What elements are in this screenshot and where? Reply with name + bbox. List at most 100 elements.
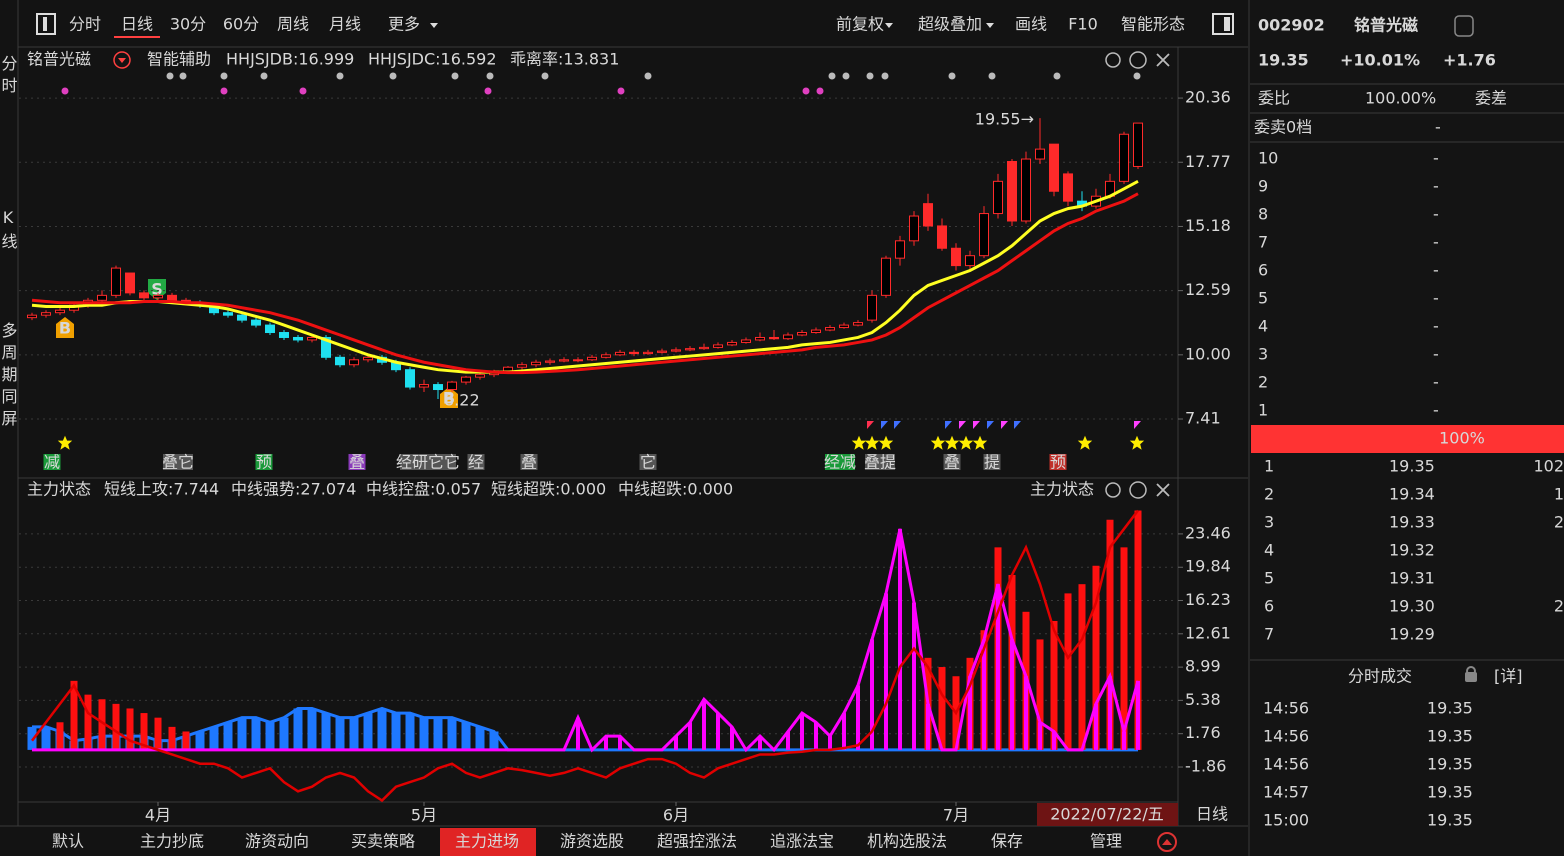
signal-dot bbox=[828, 72, 836, 80]
signal-tag-label: 叠 bbox=[944, 453, 960, 472]
indicator-bar bbox=[618, 736, 622, 750]
high-label: 19.55→ bbox=[975, 110, 1034, 129]
tool-button[interactable]: 前复权 bbox=[836, 15, 884, 34]
candle-body bbox=[811, 329, 821, 334]
candle-body bbox=[1133, 122, 1143, 167]
strategy-tab[interactable]: 追涨法宝 bbox=[770, 832, 834, 851]
indicator-name: 主力状态 bbox=[27, 480, 91, 499]
menu-icon bbox=[43, 17, 47, 31]
x-tick-label: 7月 bbox=[943, 806, 969, 825]
menu-icon[interactable] bbox=[36, 13, 56, 35]
signal-dot bbox=[802, 87, 810, 95]
candle-body bbox=[881, 257, 891, 296]
indicator-bar bbox=[912, 602, 916, 750]
help-icon[interactable] bbox=[1129, 481, 1147, 499]
period-tab[interactable]: 分时 bbox=[69, 15, 101, 34]
tool-button[interactable]: 超级叠加 bbox=[918, 15, 982, 34]
indicator-bar bbox=[335, 717, 345, 750]
active-tab-bg bbox=[440, 828, 536, 856]
close-icon[interactable] bbox=[1156, 483, 1170, 497]
candle-body bbox=[545, 360, 555, 363]
period-tab[interactable]: 60分 bbox=[223, 15, 259, 34]
candle-body bbox=[979, 213, 989, 257]
ask-header-value: - bbox=[1435, 118, 1441, 137]
change-amount: +1.76 bbox=[1443, 51, 1496, 70]
dropdown-icon[interactable] bbox=[113, 51, 131, 69]
trades-title: 分时成交 bbox=[1348, 667, 1412, 686]
collapse-icon[interactable] bbox=[1157, 832, 1177, 852]
candle-body bbox=[937, 225, 947, 249]
stock-code: 002902 bbox=[1258, 16, 1325, 35]
period-tab[interactable]: 月线 bbox=[329, 15, 361, 34]
strategy-tab[interactable]: 超强控涨法 bbox=[657, 832, 737, 851]
candle-body bbox=[349, 359, 359, 366]
strategy-tab[interactable]: 主力抄底 bbox=[140, 832, 204, 851]
help-icon[interactable] bbox=[1129, 51, 1147, 69]
indicator-bar bbox=[982, 639, 986, 750]
signal-dot bbox=[389, 72, 397, 80]
period-tab[interactable]: 日线 bbox=[121, 15, 153, 34]
settings-icon[interactable] bbox=[1105, 482, 1121, 498]
moving-average-line bbox=[31, 192, 1139, 375]
period-tab[interactable]: 30分 bbox=[170, 15, 206, 34]
strategy-tab[interactable]: 默认 bbox=[52, 832, 84, 851]
strategy-tab[interactable]: 游资选股 bbox=[560, 832, 624, 851]
indicator-bar bbox=[237, 717, 247, 750]
period-tab[interactable]: 周线 bbox=[277, 15, 309, 34]
tool-button[interactable]: 智能形态 bbox=[1121, 15, 1185, 34]
tool-button[interactable]: 画线 bbox=[1015, 15, 1047, 34]
trade-time: 14:56 bbox=[1263, 755, 1309, 774]
signal-dot bbox=[988, 72, 996, 80]
strategy-tab[interactable]: 管理 bbox=[1090, 832, 1122, 851]
sidebar-tab[interactable]: 分时 bbox=[0, 55, 18, 99]
signal-tag bbox=[255, 454, 273, 470]
strategy-tab[interactable]: 游资动向 bbox=[245, 832, 309, 851]
indicator-bar bbox=[828, 736, 832, 750]
close-icon[interactable] bbox=[1156, 53, 1170, 67]
trade-price: 19.35 bbox=[1427, 783, 1473, 802]
indicator-outline bbox=[32, 528, 1140, 753]
candle-body bbox=[699, 346, 709, 350]
signal-tag bbox=[163, 454, 193, 470]
indicator-bar bbox=[1136, 680, 1140, 750]
indicator-bar bbox=[363, 713, 373, 750]
signal-dot bbox=[1053, 72, 1061, 80]
strategy-tab[interactable]: 买卖策略 bbox=[351, 832, 415, 851]
flag-icon bbox=[1001, 421, 1008, 429]
strategy-tab[interactable]: 主力进场 bbox=[455, 832, 519, 851]
ask-level: 2 bbox=[1258, 373, 1268, 392]
strategy-tab[interactable]: 保存 bbox=[991, 832, 1023, 851]
trades-detail[interactable]: [详] bbox=[1494, 667, 1523, 686]
candle-body bbox=[419, 384, 429, 388]
period-tab[interactable]: 更多 bbox=[388, 15, 420, 34]
dropdown-arrow bbox=[885, 23, 893, 28]
candle-body bbox=[727, 341, 737, 346]
signal-tag-label: 经 bbox=[468, 453, 484, 472]
indicator-bar bbox=[1120, 547, 1128, 750]
indicator-bar bbox=[1036, 639, 1044, 750]
indicator-bar bbox=[293, 708, 303, 750]
candle-body bbox=[671, 349, 681, 352]
ask-volume: - bbox=[1433, 177, 1439, 196]
change-percent: +10.01% bbox=[1340, 51, 1420, 70]
candle-body bbox=[475, 374, 485, 378]
dropdown-arrow bbox=[118, 58, 126, 63]
y-tick-label: 5.38 bbox=[1185, 690, 1221, 709]
candle-body bbox=[167, 294, 177, 301]
signal-dot bbox=[881, 72, 889, 80]
indicator-bar bbox=[140, 713, 148, 750]
tool-button[interactable]: F10 bbox=[1068, 15, 1098, 34]
sidebar-tab[interactable]: 多周期同屏 bbox=[0, 322, 18, 432]
indicator-bar bbox=[926, 703, 930, 750]
strategy-tab[interactable]: 机构选股法 bbox=[867, 832, 947, 851]
ask-level: 6 bbox=[1258, 261, 1268, 280]
candle-body bbox=[27, 314, 37, 319]
alert-icon[interactable] bbox=[1454, 15, 1474, 37]
candle-body bbox=[559, 359, 569, 362]
signal-dot bbox=[220, 72, 228, 80]
signal-badge bbox=[440, 387, 458, 408]
indicator-value: 短线上攻:7.744 bbox=[104, 480, 219, 499]
panel-toggle-icon[interactable] bbox=[1212, 13, 1234, 35]
settings-icon[interactable] bbox=[1105, 52, 1121, 68]
sidebar-tab[interactable]: K线 bbox=[0, 208, 18, 255]
